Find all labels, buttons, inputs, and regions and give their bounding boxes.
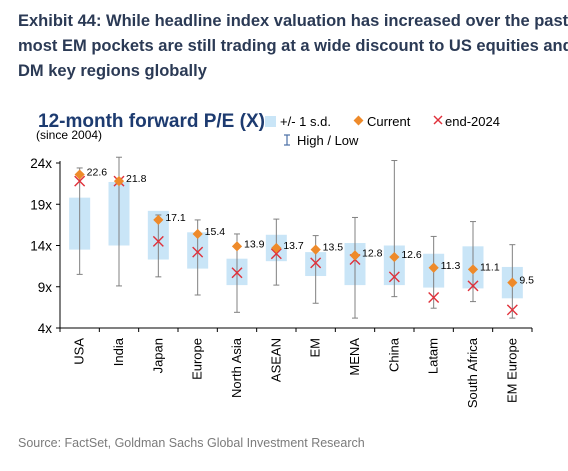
category-label: China — [386, 337, 401, 372]
legend-highlow-marker — [284, 134, 290, 146]
end2024-marker — [231, 267, 243, 279]
category-label: EM Europe — [504, 338, 519, 403]
chart-title: 12-month forward P/E (X) — [38, 111, 265, 132]
end2024-marker — [506, 304, 518, 316]
category-label: India — [111, 337, 126, 366]
end2024-marker — [74, 175, 86, 187]
category-labels: USA India Japan Europe North Asia ASEAN EM MENA… — [72, 337, 520, 408]
legend-band-label: +/- 1 s.d. — [280, 114, 331, 129]
category-label: EM — [308, 338, 323, 358]
legend: +/- 1 s.d. Current end-2024 High / Low — [265, 114, 500, 148]
category-label: ASEAN — [268, 338, 283, 382]
end2024-marker — [152, 235, 164, 247]
current-marker — [507, 277, 518, 288]
y-tick-label: 19x — [30, 197, 52, 212]
category-label: South Africa — [465, 337, 480, 408]
current-value-label: 22.6 — [87, 167, 108, 179]
current-marker — [231, 241, 243, 252]
current-marker — [428, 262, 439, 273]
current-marker — [310, 244, 321, 255]
current-value-label: 11.3 — [441, 260, 461, 272]
current-value-label: 21.8 — [126, 173, 147, 185]
y-tick-label: 14x — [30, 239, 52, 254]
current-marker — [467, 264, 479, 275]
end2024-marker — [192, 246, 204, 258]
legend-end2024-marker — [433, 115, 443, 125]
current-value-label: 11.1 — [480, 261, 500, 273]
y-tick-label: 4x — [38, 321, 53, 336]
axes: 24x 19x 14x 9x 4x — [30, 156, 533, 336]
current-value-label: 12.8 — [362, 247, 383, 259]
category-label: Japan — [150, 338, 165, 373]
legend-band-swatch — [265, 116, 276, 127]
category-label: Latam — [426, 338, 441, 374]
category-label: MENA — [347, 338, 362, 376]
end2024-marker — [310, 257, 322, 269]
high-low-whiskers — [76, 156, 516, 319]
end2024-marker — [388, 271, 400, 283]
y-tick-label: 24x — [30, 156, 52, 171]
current-value-label: 12.6 — [401, 249, 422, 261]
category-label: USA — [72, 338, 87, 365]
current-marker — [113, 176, 125, 187]
current-value-label: 13.5 — [323, 242, 344, 254]
current-marker — [74, 169, 85, 180]
category-label: Europe — [190, 338, 205, 380]
current-value-label: 13.9 — [244, 238, 265, 250]
chart-subtitle: (since 2004) — [36, 128, 102, 142]
legend-end2024-label: end-2024 — [445, 114, 500, 129]
current-value-label: 13.7 — [283, 240, 304, 252]
current-value-label: 9.5 — [519, 275, 534, 287]
exhibit-title: Exhibit 44: While headline index valuati… — [18, 12, 568, 80]
value-labels: 22.6 21.8 17.1 15.4 13.9 13.7 13.5 12.8 12.6 11.3… — [87, 167, 534, 287]
legend-current-label: Current — [367, 114, 411, 129]
current-value-label: 17.1 — [165, 212, 186, 224]
legend-highlow-label: High / Low — [297, 133, 359, 148]
current-marker — [389, 251, 400, 263]
current-marker — [349, 250, 361, 261]
end2024-marker — [467, 280, 479, 292]
end2024-marker — [270, 248, 282, 260]
source-note: Source: FactSet, Goldman Sachs Global In… — [18, 436, 365, 450]
legend-current-marker — [353, 115, 364, 126]
category-label: North Asia — [229, 337, 244, 398]
y-tick-label: 9x — [38, 280, 53, 295]
current-value-label: 15.4 — [205, 226, 226, 238]
end2024-marker — [428, 291, 440, 303]
